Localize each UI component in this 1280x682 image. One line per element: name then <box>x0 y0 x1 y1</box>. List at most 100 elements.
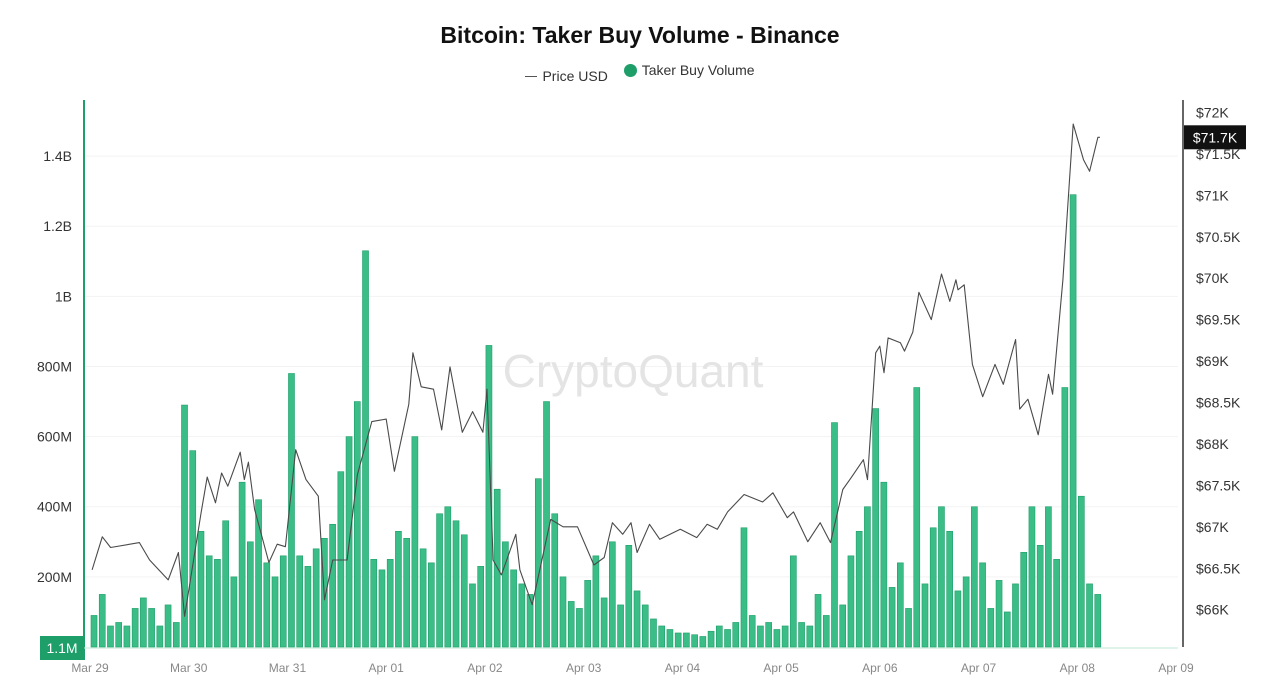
x-tick-label: Apr 02 <box>467 661 503 675</box>
volume-bar <box>164 604 172 648</box>
volume-bar <box>386 559 394 648</box>
volume-bar <box>222 520 229 648</box>
volume-bar <box>238 481 246 648</box>
volume-bar <box>197 530 205 648</box>
volume-bar <box>1045 506 1052 648</box>
volume-bar <box>288 373 295 648</box>
current-volume-label: 1.1M <box>46 640 77 656</box>
volume-bar <box>551 513 559 648</box>
price-line <box>91 123 1100 617</box>
volume-bar <box>510 569 517 648</box>
volume-bar <box>148 608 155 648</box>
volume-bar <box>880 481 888 648</box>
current-price-badge <box>1184 125 1246 150</box>
volume-bar <box>107 625 114 648</box>
volume-bar <box>617 604 624 648</box>
volume-bar <box>814 594 822 648</box>
volume-bar <box>831 422 838 648</box>
volume-bar <box>765 622 772 648</box>
volume-bar <box>337 471 345 648</box>
x-tick-label: Apr 09 <box>1158 661 1194 675</box>
volume-bar <box>576 608 583 648</box>
volume-bar <box>740 527 748 648</box>
volume-bar <box>279 555 287 648</box>
volume-bar <box>370 559 378 648</box>
volume-bar <box>90 615 98 648</box>
volume-bar <box>921 583 929 648</box>
chart-title: Bitcoin: Taker Buy Volume - Binance <box>440 22 840 48</box>
volume-bar <box>806 625 814 648</box>
volume-bar <box>353 401 361 648</box>
volume-bar <box>938 506 945 648</box>
volume-bar <box>584 580 591 648</box>
volume-bar <box>296 555 304 648</box>
y-right-tick-label: $70.5K <box>1196 229 1241 245</box>
volume-bar <box>1028 506 1036 648</box>
legend-item-volume[interactable]: Taker Buy Volume <box>623 62 755 78</box>
y-right-tick-label: $69.5K <box>1196 312 1241 328</box>
volume-bar <box>609 541 616 648</box>
x-tick-label: Mar 30 <box>170 661 208 675</box>
volume-bar <box>411 436 419 648</box>
volume-bar <box>707 630 715 648</box>
volume-bar <box>658 625 666 648</box>
y-right-tick-label: $70K <box>1196 270 1229 286</box>
volume-bar <box>1020 552 1028 648</box>
volume-bar <box>822 615 830 648</box>
y-left-tick-label: 800M <box>37 358 72 374</box>
volume-bar <box>140 597 147 648</box>
volume-bar <box>888 587 896 648</box>
volume-bar <box>469 583 476 648</box>
volume-bar <box>1069 194 1077 648</box>
volume-bar <box>962 576 970 648</box>
dot-swatch-icon <box>623 63 637 77</box>
volume-bar <box>1094 594 1102 648</box>
volume-bar <box>1086 583 1093 648</box>
volume-bar <box>329 523 336 648</box>
volume-bar <box>172 622 180 648</box>
y-right-tick-label: $66K <box>1196 602 1229 618</box>
legend-item-price[interactable]: Price USD <box>525 68 608 84</box>
volume-bar <box>666 629 674 648</box>
volume-bar <box>699 636 707 648</box>
volume-bar <box>247 541 254 648</box>
volume-bar <box>502 541 509 648</box>
volume-bar <box>230 576 238 648</box>
volume-bar <box>436 513 443 648</box>
volume-bar <box>592 555 600 648</box>
x-tick-label: Apr 01 <box>369 661 405 675</box>
volume-bar <box>181 404 188 648</box>
y-left-tick-label: 1.4B <box>43 148 72 164</box>
x-tick-label: Apr 05 <box>763 661 799 675</box>
x-tick-label: Mar 31 <box>269 661 307 675</box>
volume-bar <box>641 604 649 648</box>
volume-bar <box>1053 559 1060 648</box>
volume-bar <box>452 520 460 648</box>
volume-bar <box>864 506 871 648</box>
volume-bar <box>543 401 550 648</box>
y-right-tick-label: $72K <box>1196 104 1229 120</box>
volume-bar <box>625 545 633 648</box>
volume-bar <box>304 566 312 648</box>
x-tick-label: Mar 29 <box>71 661 109 675</box>
x-tick-label: Apr 07 <box>961 661 997 675</box>
volume-bar <box>214 559 221 648</box>
volume-bar <box>1078 495 1085 648</box>
volume-bar <box>715 625 723 648</box>
volume-bar <box>460 534 468 648</box>
volume-bar <box>485 345 493 648</box>
volume-bar <box>905 608 912 648</box>
volume-bar <box>98 594 106 648</box>
y-left-tick-label: 400M <box>37 499 72 515</box>
volume-bar <box>855 530 863 648</box>
volume-bar <box>839 604 847 648</box>
volume-bar <box>1036 545 1044 648</box>
volume-bar <box>674 632 682 648</box>
x-tick-label: Apr 03 <box>566 661 602 675</box>
current-volume-badge <box>40 636 84 660</box>
volume-bar <box>872 408 879 648</box>
x-tick-label: Apr 04 <box>665 661 701 675</box>
volume-bar <box>526 594 534 648</box>
volume-bar <box>913 387 921 648</box>
